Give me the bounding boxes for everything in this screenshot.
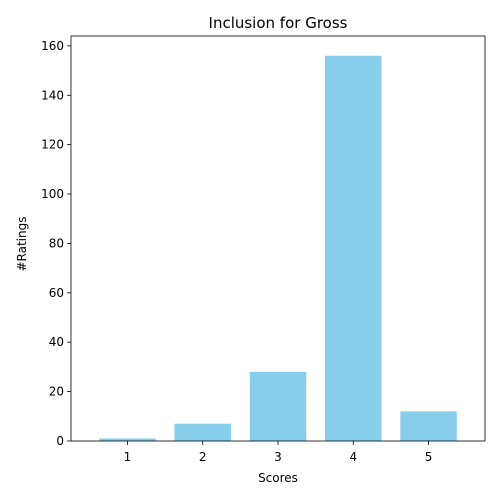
x-tick-label: 3 — [274, 450, 282, 464]
x-tick-label: 5 — [425, 450, 433, 464]
y-tick-label: 60 — [49, 286, 64, 300]
x-ticks-group: 1 2 3 4 5 — [124, 441, 433, 464]
bar-4 — [325, 55, 382, 441]
x-tick-label: 2 — [199, 450, 207, 464]
y-tick-label: 20 — [49, 385, 64, 399]
bars-group — [99, 55, 457, 441]
y-tick-label: 100 — [41, 187, 64, 201]
bar-5 — [400, 411, 457, 441]
y-tick-label: 140 — [41, 88, 64, 102]
bar-2 — [174, 423, 231, 441]
x-tick-label: 1 — [124, 450, 132, 464]
x-tick-label: 4 — [349, 450, 357, 464]
plot-frame — [70, 35, 486, 442]
x-axis-label: Scores — [258, 471, 298, 485]
y-axis-label: #Ratings — [15, 217, 29, 272]
bar-3 — [249, 371, 307, 441]
y-tick-label: 40 — [49, 335, 64, 349]
y-ticks-group: 0 20 40 60 80 100 120 140 160 — [41, 39, 71, 448]
chart-title: Inclusion for Gross — [209, 14, 348, 32]
bar-1 — [99, 438, 156, 441]
y-tick-label: 120 — [41, 138, 64, 152]
y-tick-label: 160 — [41, 39, 64, 53]
y-tick-label: 0 — [56, 434, 64, 448]
y-tick-label: 80 — [49, 236, 64, 250]
